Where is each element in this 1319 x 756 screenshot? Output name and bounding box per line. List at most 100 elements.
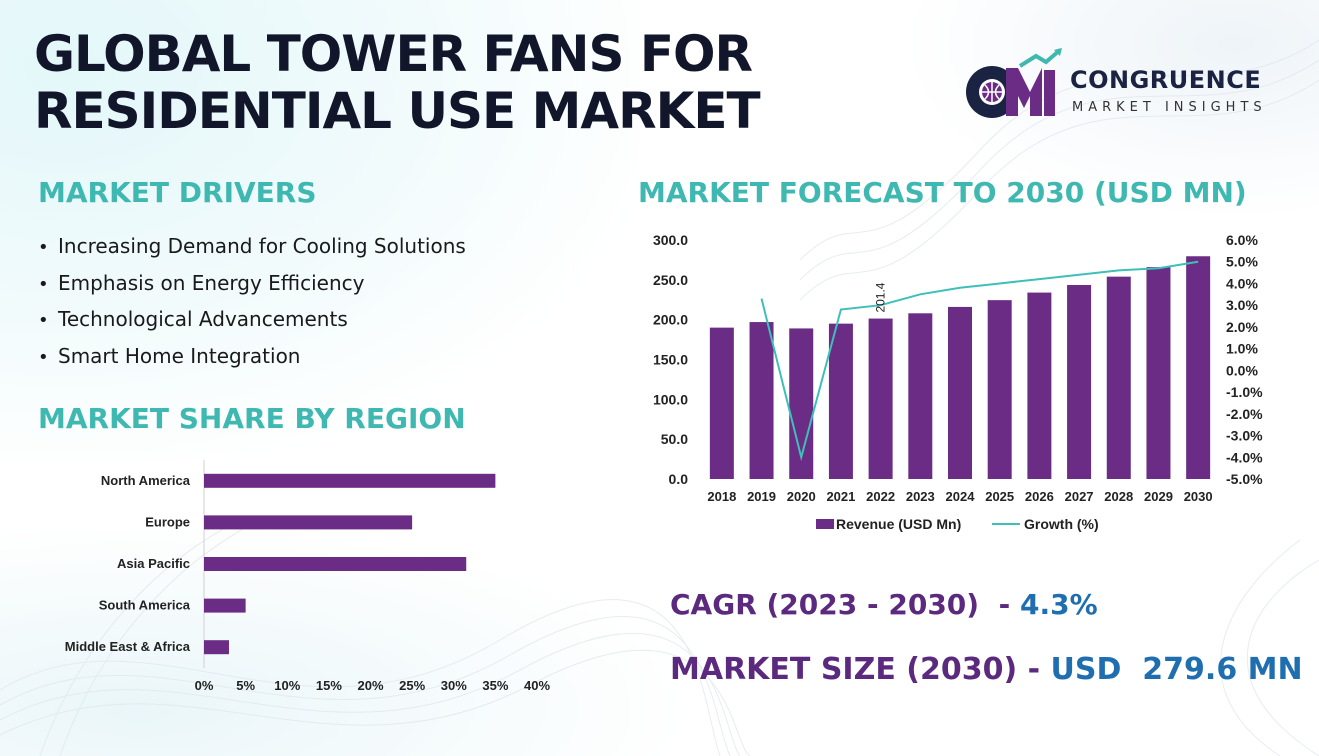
y2-tick-label: 0.0% bbox=[1226, 362, 1258, 378]
y2-tick-label: -3.0% bbox=[1226, 428, 1263, 444]
legend-swatch-revenue bbox=[816, 519, 834, 529]
y-tick-label: 250.0 bbox=[653, 272, 688, 288]
x-tick-label: 0% bbox=[195, 678, 214, 693]
x-tick-label: 10% bbox=[274, 678, 300, 693]
y2-tick-label: -4.0% bbox=[1226, 449, 1263, 465]
x-tick-label: 2021 bbox=[826, 489, 855, 504]
x-tick-label: 2026 bbox=[1025, 489, 1054, 504]
driver-item-label: Increasing Demand for Cooling Solutions bbox=[58, 234, 466, 258]
x-tick-label: 2019 bbox=[747, 489, 776, 504]
y-tick-label: 150.0 bbox=[653, 352, 688, 368]
x-tick-label: 2025 bbox=[985, 489, 1014, 504]
revenue-bar bbox=[828, 323, 853, 479]
bullet-icon: • bbox=[38, 237, 49, 258]
market-drivers-list: • Increasing Demand for Cooling Solutions… bbox=[38, 232, 466, 379]
legend-label-growth: Growth (%) bbox=[1024, 516, 1099, 532]
cagr-separator: - bbox=[979, 588, 1020, 621]
revenue-bar bbox=[948, 306, 972, 479]
market-drivers-heading: MARKET DRIVERS bbox=[38, 176, 317, 209]
region-label: North America bbox=[101, 473, 191, 488]
growth-line bbox=[760, 260, 1199, 462]
region-label: Europe bbox=[145, 514, 190, 529]
x-tick-label: 2024 bbox=[946, 489, 976, 504]
x-tick-label: 2018 bbox=[707, 489, 736, 504]
x-tick-label: 2023 bbox=[906, 489, 935, 504]
revenue-bar bbox=[749, 322, 774, 479]
x-tick-label: 2028 bbox=[1104, 489, 1133, 504]
driver-item: • Technological Advancements bbox=[38, 305, 466, 342]
page-title-line-2: RESIDENTIAL USE MARKET bbox=[34, 82, 761, 140]
y-tick-label: 50.0 bbox=[661, 431, 688, 447]
x-tick-label: 40% bbox=[524, 678, 550, 693]
driver-item-label: Technological Advancements bbox=[58, 307, 348, 332]
x-tick-label: 35% bbox=[482, 678, 508, 693]
revenue-bar bbox=[987, 300, 1012, 479]
y2-tick-label: 2.0% bbox=[1226, 319, 1258, 335]
background-glow-left bbox=[0, 0, 640, 460]
x-tick-label: 2029 bbox=[1144, 489, 1173, 504]
page-title-line-1: GLOBAL TOWER FANS FOR bbox=[34, 25, 753, 83]
revenue-bar bbox=[908, 313, 933, 479]
x-tick-label: 30% bbox=[441, 678, 467, 693]
driver-item-label: Emphasis on Energy Efficiency bbox=[58, 270, 365, 295]
data-label: 201.4 bbox=[874, 282, 888, 312]
logo-name: CONGRUENCE bbox=[1070, 66, 1262, 94]
region-bar bbox=[204, 640, 229, 655]
region-share-chart: North America Europe Asia Pacific South Ame… bbox=[65, 460, 550, 693]
region-bar bbox=[204, 598, 246, 613]
y2-tick-label: 4.0% bbox=[1226, 275, 1258, 291]
market-forecast-heading: MARKET FORECAST TO 2030 (USD MN) bbox=[638, 176, 1247, 209]
market-share-heading: MARKET SHARE BY REGION bbox=[38, 402, 466, 435]
x-tick-label: 15% bbox=[316, 678, 342, 693]
page-title: GLOBAL TOWER FANS FOR RESIDENTIAL USE MA… bbox=[34, 26, 814, 140]
y2-tick-label: -5.0% bbox=[1226, 471, 1263, 487]
revenue-bar bbox=[709, 327, 734, 479]
cagr-stat: CAGR (2023 - 2030) - 4.3% bbox=[670, 588, 1098, 621]
y2-tick-label: 3.0% bbox=[1226, 297, 1258, 313]
revenue-bar bbox=[1027, 292, 1052, 479]
cagr-value: 4.3% bbox=[1019, 588, 1098, 621]
brand-logo: CONGRUENCE MARKET INSIGHTS bbox=[962, 48, 1292, 128]
y-tick-label: 0.0 bbox=[669, 471, 689, 487]
driver-item: • Emphasis on Energy Efficiency bbox=[38, 269, 466, 306]
market-size-label: MARKET SIZE (2030) - bbox=[670, 652, 1051, 687]
revenue-bar bbox=[1106, 276, 1131, 479]
y2-tick-label: 5.0% bbox=[1226, 254, 1258, 270]
bullet-icon: • bbox=[38, 310, 49, 332]
region-label: Middle East & Africa bbox=[65, 639, 191, 654]
revenue-bar bbox=[1067, 285, 1092, 479]
legend-label-revenue: Revenue (USD Mn) bbox=[836, 516, 961, 532]
driver-item: • Increasing Demand for Cooling Solutions bbox=[38, 232, 466, 269]
y2-tick-label: 1.0% bbox=[1226, 341, 1258, 357]
x-tick-label: 2030 bbox=[1184, 489, 1213, 504]
bullet-icon: • bbox=[38, 347, 49, 369]
region-label: South America bbox=[99, 598, 191, 613]
y2-tick-label: -1.0% bbox=[1226, 384, 1263, 400]
y2-tick-label: -2.0% bbox=[1226, 406, 1263, 422]
x-tick-label: 5% bbox=[236, 678, 255, 693]
driver-item-label: Smart Home Integration bbox=[58, 344, 301, 369]
cagr-label: CAGR (2023 - 2030) bbox=[670, 588, 980, 621]
y-tick-label: 200.0 bbox=[653, 312, 688, 328]
y2-tick-label: 6.0% bbox=[1226, 232, 1258, 248]
revenue-bar bbox=[868, 318, 893, 479]
revenue-bar bbox=[1146, 267, 1171, 479]
x-tick-label: 2022 bbox=[866, 489, 895, 504]
region-bar bbox=[204, 557, 467, 571]
driver-item: • Smart Home Integration bbox=[38, 342, 466, 379]
x-tick-label: 2020 bbox=[787, 489, 816, 504]
y-tick-label: 100.0 bbox=[653, 391, 688, 407]
market-size-value: USD 279.6 MN bbox=[1050, 652, 1303, 687]
market-size-stat: MARKET SIZE (2030) - USD 279.6 MN bbox=[670, 652, 1303, 687]
logo-mark-icon bbox=[966, 48, 1062, 118]
x-tick-label: 25% bbox=[399, 678, 425, 693]
region-bar bbox=[204, 515, 413, 530]
forecast-chart: 0.0 50.0 100.0 150.0 200.0 250.0 300.0 -5.0% -4.… bbox=[653, 232, 1263, 532]
logo-subtitle: MARKET INSIGHTS bbox=[1072, 100, 1267, 115]
region-bar bbox=[204, 473, 496, 488]
bullet-icon: • bbox=[38, 273, 49, 295]
x-tick-label: 20% bbox=[357, 678, 383, 693]
revenue-bar bbox=[1186, 256, 1211, 479]
x-tick-label: 2027 bbox=[1065, 489, 1094, 504]
